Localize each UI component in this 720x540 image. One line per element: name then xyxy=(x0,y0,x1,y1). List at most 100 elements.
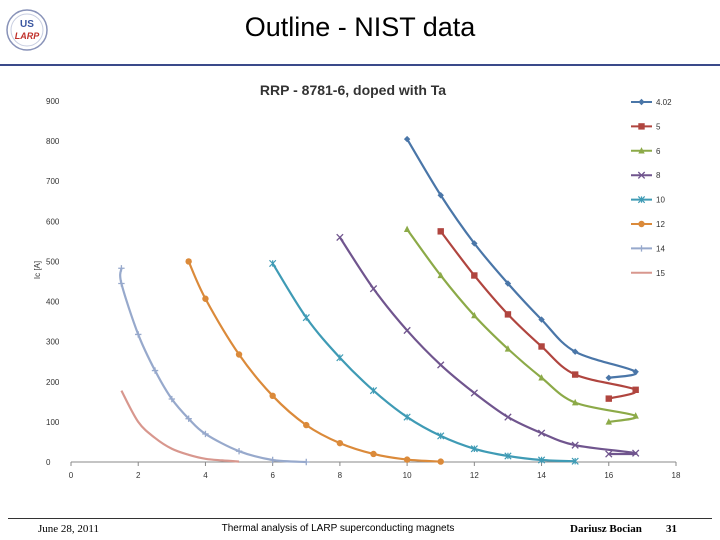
footer-author: Dariusz Bocian xyxy=(570,523,642,535)
series-5-point xyxy=(538,343,545,350)
series-4-02-point xyxy=(403,135,411,143)
y-tick-label: 300 xyxy=(46,338,60,347)
series-8-point xyxy=(632,449,640,457)
legend-marker xyxy=(637,171,646,179)
series-12-point xyxy=(370,450,377,458)
series-10-point xyxy=(470,445,478,453)
y-tick-label: 800 xyxy=(46,137,60,146)
ic-vs-h-chart: RRP - 8781-6, doped with Ta0100200300400… xyxy=(33,82,681,480)
footer-date: June 28, 2011 xyxy=(38,523,100,535)
series-8-line xyxy=(338,236,638,456)
series-5-point xyxy=(605,395,612,402)
series-10-point xyxy=(369,386,378,395)
series-14-point xyxy=(269,456,276,464)
x-tick-label: 0 xyxy=(69,471,74,480)
series-6-point xyxy=(538,374,545,381)
legend-label: 15 xyxy=(656,269,665,278)
legend-marker xyxy=(638,147,645,154)
us-larp-logo: US LARP xyxy=(6,9,48,51)
series-14-line xyxy=(119,268,307,464)
legend-label: 5 xyxy=(656,122,661,131)
series-10-point xyxy=(571,457,579,465)
legend-marker xyxy=(638,98,645,106)
series-8-point xyxy=(369,285,378,293)
series-6-point xyxy=(605,418,612,425)
legend-marker xyxy=(638,220,645,228)
series-12-point xyxy=(437,458,444,465)
x-tick-label: 2 xyxy=(136,471,141,480)
series-4-02-point xyxy=(571,348,579,355)
slide-title: Outline - NIST data xyxy=(244,12,476,42)
legend-marker xyxy=(638,245,645,252)
series-6-line xyxy=(406,228,638,423)
series-14-point xyxy=(185,415,192,422)
series-10-point xyxy=(269,259,277,268)
legend-label: 4.02 xyxy=(656,98,672,107)
series-12-point xyxy=(202,295,209,302)
legend-marker xyxy=(637,195,646,204)
series-6-point xyxy=(471,311,478,319)
y-tick-label: 400 xyxy=(46,298,60,307)
series-10-point xyxy=(504,452,512,460)
series-4-02-point xyxy=(632,368,639,375)
footer-center-title: Thermal analysis of LARP superconducting… xyxy=(221,523,455,534)
legend-marker xyxy=(638,123,645,130)
y-tick-label: 100 xyxy=(46,418,60,427)
x-tick-label: 6 xyxy=(270,471,275,480)
series-4-02-line xyxy=(406,138,638,379)
series-6-point xyxy=(403,225,411,233)
series-4-02-point xyxy=(471,240,478,247)
series-8-point xyxy=(571,441,579,449)
y-tick-label: 200 xyxy=(46,378,60,387)
logo-ring-inner xyxy=(10,13,44,47)
series-8-point xyxy=(537,429,546,437)
series-12-point xyxy=(185,258,192,265)
y-tick-label: 900 xyxy=(46,97,60,106)
series-5-point xyxy=(504,311,512,318)
series-12-point xyxy=(303,421,310,429)
series-8-point xyxy=(470,389,478,397)
series-14-point xyxy=(303,458,310,466)
footer-rule xyxy=(8,518,712,519)
x-tick-label: 4 xyxy=(203,471,208,480)
chart-title: RRP - 8781-6, doped with Ta xyxy=(260,82,446,98)
y-tick-label: 600 xyxy=(46,217,60,226)
series-14-point xyxy=(118,280,125,287)
footer-page-number: 31 xyxy=(666,523,677,535)
series-8-point xyxy=(504,413,512,421)
y-tick-label: 700 xyxy=(46,177,60,186)
series-12-point xyxy=(235,351,243,358)
logo-text-larp: LARP xyxy=(15,31,40,41)
series-10-point xyxy=(437,432,445,440)
series-14-point xyxy=(235,447,243,455)
series-12-line xyxy=(187,260,441,463)
series-6-point xyxy=(571,398,579,406)
x-tick-label: 10 xyxy=(403,471,412,480)
x-tick-label: 14 xyxy=(537,471,546,480)
series-14-point xyxy=(202,430,209,438)
title-rule xyxy=(0,64,720,66)
series-10-point xyxy=(403,413,411,421)
series-10-point xyxy=(336,354,344,362)
series-5-point xyxy=(571,371,579,378)
logo-ring-outer xyxy=(6,9,48,51)
legend-label: 12 xyxy=(656,220,665,229)
series-4-02-point xyxy=(605,374,612,381)
series-6-point xyxy=(504,345,512,352)
series-6-point xyxy=(437,271,444,279)
series-12-point xyxy=(269,392,276,400)
series-8-point xyxy=(605,450,613,458)
series-4-02-point xyxy=(504,280,512,287)
series-14-point xyxy=(135,331,142,338)
series-12-point xyxy=(336,439,344,447)
legend-label: 14 xyxy=(656,244,665,253)
x-tick-label: 12 xyxy=(470,471,479,480)
series-6-point xyxy=(632,412,639,419)
series-14-point xyxy=(168,395,176,403)
y-axis-label: Ic [A] xyxy=(33,261,42,279)
series-14-point xyxy=(118,265,125,272)
y-tick-label: 0 xyxy=(46,458,51,467)
x-tick-label: 16 xyxy=(604,471,613,480)
series-14-point xyxy=(151,367,159,374)
series-8-point xyxy=(336,233,344,242)
